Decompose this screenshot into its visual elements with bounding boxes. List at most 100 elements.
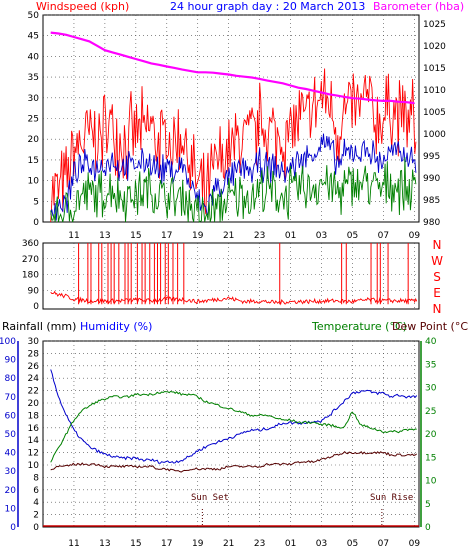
rainfall-tick-label: 24 xyxy=(28,374,40,384)
baro-tick-label: 1020 xyxy=(423,42,446,52)
temperature-tick-label: 0 xyxy=(425,523,431,533)
rainfall-tick-label: 22 xyxy=(28,387,39,397)
rainfall-tick-label: 2 xyxy=(33,511,39,521)
rainfall-tick-label: 26 xyxy=(28,362,40,372)
temperature-tick-label: 15 xyxy=(425,453,436,463)
baro-tick-label: 1015 xyxy=(423,64,446,74)
sunrise-label: Sun Rise xyxy=(370,493,413,503)
humidity-tick-label: 80 xyxy=(5,374,17,384)
time-tick-label: 21 xyxy=(223,539,234,549)
panel3-frame xyxy=(42,340,420,528)
wind-tick-label: 40 xyxy=(28,52,40,62)
temperature-tick-label: 25 xyxy=(425,407,436,417)
wind-tick-label: 50 xyxy=(28,11,40,21)
humidity-axis-ticks: 0 10 20 30 40 50 60 70 80 90 100 xyxy=(0,337,19,533)
time-tick-label: 01 xyxy=(285,231,296,241)
rainfall-title: Rainfall (mm) xyxy=(2,320,76,333)
time-tick-label: 05 xyxy=(347,231,358,241)
humidity-tick-label: 10 xyxy=(5,504,17,514)
baro-tick-label: 980 xyxy=(423,218,440,228)
wind-tick-label: 35 xyxy=(28,73,39,83)
time-tick-label: 09 xyxy=(409,231,421,241)
time-tick-label: 03 xyxy=(316,231,327,241)
time-tick-label: 09 xyxy=(409,539,421,549)
rainfall-tick-label: 20 xyxy=(28,399,40,409)
time-tick-label: 15 xyxy=(130,539,141,549)
baro-tick-label: 1005 xyxy=(423,108,446,118)
time-tick-label: 15 xyxy=(130,231,141,241)
barometer-axis-ticks: 980 985 990 995 1000 1005 1010 1015 1020 1025 xyxy=(423,20,446,228)
humidity-tick-label: 50 xyxy=(5,430,17,440)
panel3-series xyxy=(43,369,419,527)
rainfall-tick-label: 6 xyxy=(33,486,39,496)
humidity-tick-label: 60 xyxy=(5,411,17,421)
panel3-time-axis: 11 13 15 17 19 21 23 01 03 05 07 09 xyxy=(68,539,420,549)
gust-line xyxy=(50,68,417,223)
time-tick-label: 19 xyxy=(192,539,204,549)
direction-tick-label: 180 xyxy=(22,271,39,281)
temperature-tick-label: 10 xyxy=(425,477,437,487)
compass-label: W xyxy=(431,254,443,268)
baro-tick-label: 990 xyxy=(423,174,440,184)
baro-tick-label: 995 xyxy=(423,152,440,162)
time-tick-label: 03 xyxy=(316,539,327,549)
time-tick-label: 01 xyxy=(285,539,296,549)
wind-min-line xyxy=(50,157,417,223)
baro-tick-label: 1025 xyxy=(423,20,446,30)
wind-tick-label: 5 xyxy=(33,197,39,207)
temperature-tick-label: 5 xyxy=(425,500,431,510)
time-tick-label: 21 xyxy=(223,231,234,241)
rainfall-tick-label: 30 xyxy=(28,337,40,347)
time-tick-label: 19 xyxy=(192,231,204,241)
time-tick-label: 05 xyxy=(347,539,358,549)
humidity-tick-label: 100 xyxy=(0,337,16,347)
time-tick-label: 11 xyxy=(68,231,79,241)
time-tick-label: 13 xyxy=(99,539,110,549)
rainfall-tick-label: 18 xyxy=(28,411,40,421)
rainfall-tick-label: 12 xyxy=(28,449,39,459)
direction-tick-label: 0 xyxy=(33,302,39,312)
wind-barometer-panel: Windspeed (kph) 24 hour graph day : 20 M… xyxy=(28,0,465,241)
humidity-tick-label: 40 xyxy=(5,449,17,459)
direction-base-line xyxy=(50,290,418,306)
time-tick-label: 07 xyxy=(378,231,389,241)
humidity-line xyxy=(50,369,418,464)
baro-tick-label: 1000 xyxy=(423,130,446,140)
compass-label: E xyxy=(433,286,441,300)
temperature-title: Temperature (°C) xyxy=(311,320,407,333)
wind-average-series xyxy=(50,133,417,221)
humidity-tick-label: 20 xyxy=(5,486,17,496)
gust-series xyxy=(50,68,417,223)
temperature-tick-label: 35 xyxy=(425,360,436,370)
wind-avg-line xyxy=(50,133,417,221)
time-tick-label: 17 xyxy=(161,539,172,549)
humidity-tick-label: 90 xyxy=(5,356,17,366)
temperature-tick-label: 30 xyxy=(425,384,437,394)
humidity-tick-label: 70 xyxy=(5,393,17,403)
direction-tick-label: 270 xyxy=(22,255,39,265)
temperature-tick-label: 20 xyxy=(425,430,437,440)
rainfall-tick-label: 28 xyxy=(28,349,40,359)
rainfall-tick-label: 4 xyxy=(33,498,39,508)
rainfall-tick-label: 10 xyxy=(28,461,40,471)
barometer-series xyxy=(50,31,415,105)
panel3-grid xyxy=(43,340,419,527)
temperature-line xyxy=(50,390,417,463)
humidity-tick-label: 30 xyxy=(5,467,17,477)
rainfall-tick-label: 16 xyxy=(28,424,40,434)
wind-tick-label: 45 xyxy=(28,32,39,42)
humidity-tick-label: 0 xyxy=(10,523,16,533)
temp-humidity-panel: Rainfall (mm) Humidity (%) Temperature (… xyxy=(0,320,468,549)
rainfall-tick-label: 0 xyxy=(33,523,39,533)
time-tick-label: 17 xyxy=(161,231,172,241)
temperature-tick-label: 40 xyxy=(425,337,437,347)
time-tick-label: 23 xyxy=(254,231,265,241)
baro-tick-label: 1010 xyxy=(423,86,446,96)
time-tick-label: 13 xyxy=(99,231,110,241)
direction-tick-label: 90 xyxy=(28,286,40,296)
compass-label: N xyxy=(433,238,442,252)
